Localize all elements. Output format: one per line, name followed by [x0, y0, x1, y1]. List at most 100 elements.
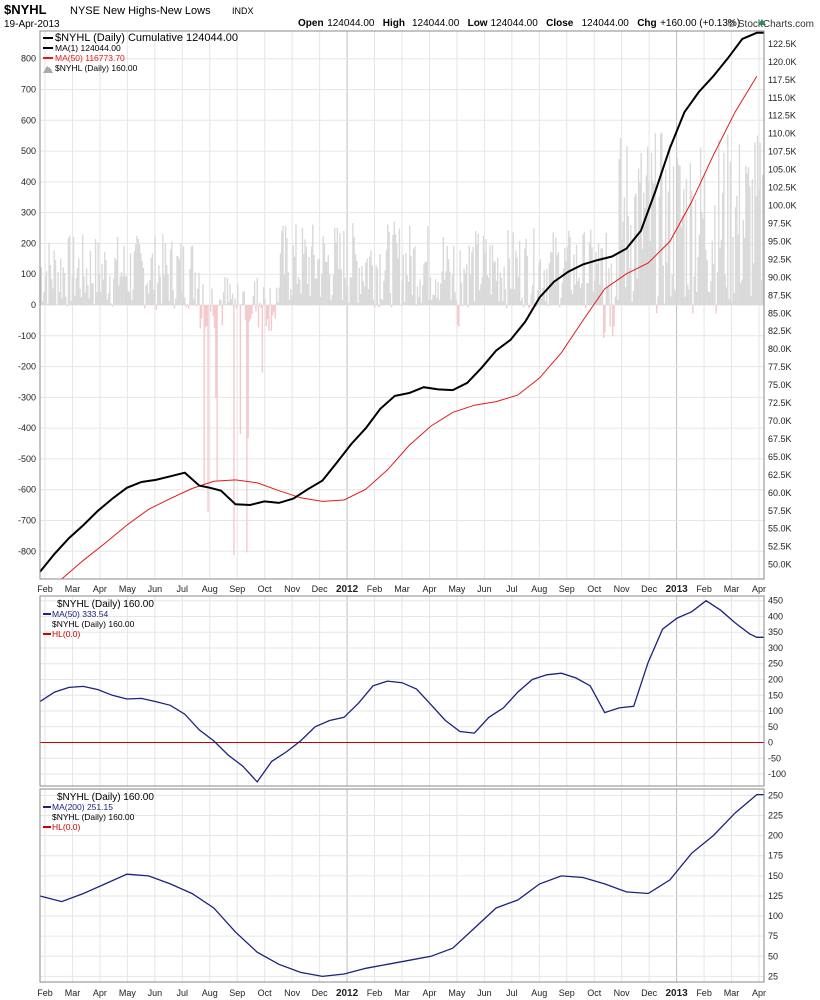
x-tick-label: 2012	[336, 584, 359, 595]
x-tick-label: Jun	[477, 988, 492, 998]
x-axis-months-2: Feb Mar Apr May Jun Jul Aug Sep Oct Nov Dec 2012 Feb…	[37, 988, 766, 999]
x-tick-label: Mar	[65, 988, 81, 998]
ma200-panel: 250 225 200 175 150 125 100 75 50 25 $NYHL (Daily…	[39, 788, 783, 983]
right-tick-label: 122.5K	[768, 39, 797, 49]
x-tick-label: Apr	[422, 584, 436, 594]
date-label: 19-Apr-2013	[4, 19, 60, 30]
quote-value-low: 124044.00	[491, 18, 539, 29]
x-tick-label: Apr	[752, 988, 766, 998]
x-tick-label: Nov	[614, 584, 631, 594]
x-tick-label: Feb	[367, 584, 383, 594]
x-tick-label: Sep	[229, 584, 245, 594]
right-tick-label: 102.5K	[768, 183, 797, 193]
right-tick-label: 60.0K	[768, 488, 792, 498]
ma200-panel-axis-ticks: 250 225 200 175 150 125 100 75 50 25	[768, 790, 783, 981]
right-tick-label: 400	[768, 611, 783, 621]
right-tick-label: -50	[768, 753, 781, 763]
quote-label-chg: Chg	[637, 18, 656, 29]
x-tick-label: Sep	[229, 988, 245, 998]
ma50-panel-axis-ticks: 450 400 350 300 250 200 150 100 50 0 -50 -100	[768, 596, 786, 779]
right-tick-label: 350	[768, 627, 783, 637]
quote-value-high: 124044.00	[412, 18, 460, 29]
left-tick-label: 600	[21, 115, 36, 125]
x-tick-label: May	[448, 988, 466, 998]
ma50-line	[61, 75, 758, 580]
x-tick-label: Aug	[202, 584, 218, 594]
right-tick-label: 117.5K	[768, 75, 796, 85]
right-tick-label: 77.5K	[768, 362, 792, 372]
x-tick-label: May	[119, 988, 137, 998]
x-tick-label: 2013	[665, 988, 688, 999]
x-tick-label: Feb	[696, 988, 712, 998]
left-tick-label: 100	[21, 269, 36, 279]
left-tick-label: 400	[21, 177, 36, 187]
x-tick-label: Dec	[312, 584, 329, 594]
left-tick-label: -600	[18, 485, 36, 495]
x-tick-label: Jul	[506, 584, 518, 594]
right-tick-label: 50	[768, 722, 778, 732]
left-tick-label: 200	[21, 238, 36, 248]
x-tick-label: Jul	[177, 584, 189, 594]
right-tick-label: 75	[768, 931, 778, 941]
x-tick-label: Oct	[587, 584, 602, 594]
x-tick-label: Oct	[587, 988, 602, 998]
right-tick-label: 300	[768, 643, 783, 653]
right-tick-label: 97.5K	[768, 218, 792, 228]
chart-header: $NYHL NYSE New Highs-New Lows INDX 19-Ap…	[4, 2, 814, 30]
legend-label: $NYHL (Daily) 160.00	[57, 599, 154, 610]
x-tick-label: May	[448, 584, 466, 594]
right-axis-ticks: 50.0K 52.5K 55.0K 57.5K 60.0K 62.5K 65.0K 67.5K…	[768, 39, 797, 570]
legend-area-swatch	[43, 66, 53, 73]
x-tick-label: 2013	[665, 584, 688, 595]
right-tick-label: 120.0K	[768, 57, 797, 67]
right-tick-label: 72.5K	[768, 398, 792, 408]
main-panel: 800 700 600 500 400 300 200 100 0 -100 -200 -300 -40…	[18, 30, 797, 580]
right-tick-label: 110.0K	[768, 129, 796, 139]
right-tick-label: 250	[768, 659, 783, 669]
left-tick-label: -400	[18, 423, 36, 433]
left-tick-label: 300	[21, 208, 36, 218]
ma50-panel-frame	[39, 595, 765, 787]
right-tick-label: -100	[768, 769, 786, 779]
x-tick-label: Jul	[506, 988, 518, 998]
x-tick-label: Dec	[641, 988, 658, 998]
up-arrow-icon	[758, 19, 766, 25]
x-tick-label: Oct	[258, 988, 273, 998]
x-tick-label: Nov	[614, 988, 631, 998]
legend-label: $NYHL (Daily) 160.00	[57, 792, 154, 803]
legend-label: MA(50) 116773.70	[55, 53, 125, 63]
x-tick-label: Jun	[477, 584, 492, 594]
right-tick-label: 0	[768, 738, 773, 748]
quote-value-chg: +160.00 (+0.13%)	[660, 18, 740, 29]
right-tick-label: 52.5K	[768, 542, 792, 552]
ma50-panel-grid	[40, 596, 764, 786]
x-tick-label: Aug	[531, 584, 547, 594]
legend-label: HL(0.0)	[52, 629, 81, 639]
x-tick-label: Feb	[37, 988, 53, 998]
x-tick-label: Nov	[284, 988, 301, 998]
x-tick-label: Mar	[394, 988, 410, 998]
left-tick-label: 800	[21, 54, 36, 64]
legend-label: $NYHL (Daily) 160.00	[52, 812, 135, 822]
right-tick-label: 62.5K	[768, 470, 792, 480]
legend-label: $NYHL (Daily) Cumulative 124044.00	[55, 32, 238, 44]
quote-label-high: High	[383, 18, 405, 29]
right-tick-label: 115.0K	[768, 93, 796, 103]
x-tick-label: Mar	[65, 584, 81, 594]
quote-label-close: Close	[546, 18, 574, 29]
right-tick-label: 450	[768, 596, 783, 606]
right-tick-label: 85.0K	[768, 308, 792, 318]
right-tick-label: 175	[768, 851, 783, 861]
x-tick-label: Feb	[37, 584, 53, 594]
left-tick-label: -300	[18, 392, 36, 402]
ma200-panel-grid	[40, 789, 764, 982]
x-tick-label: Dec	[312, 988, 329, 998]
x-tick-label: May	[119, 584, 137, 594]
right-tick-label: 70.0K	[768, 416, 792, 426]
right-tick-label: 250	[768, 790, 783, 800]
right-tick-label: 100	[768, 911, 783, 921]
x-tick-label: Nov	[284, 584, 301, 594]
right-tick-label: 92.5K	[768, 254, 792, 264]
left-tick-label: -800	[18, 546, 36, 556]
